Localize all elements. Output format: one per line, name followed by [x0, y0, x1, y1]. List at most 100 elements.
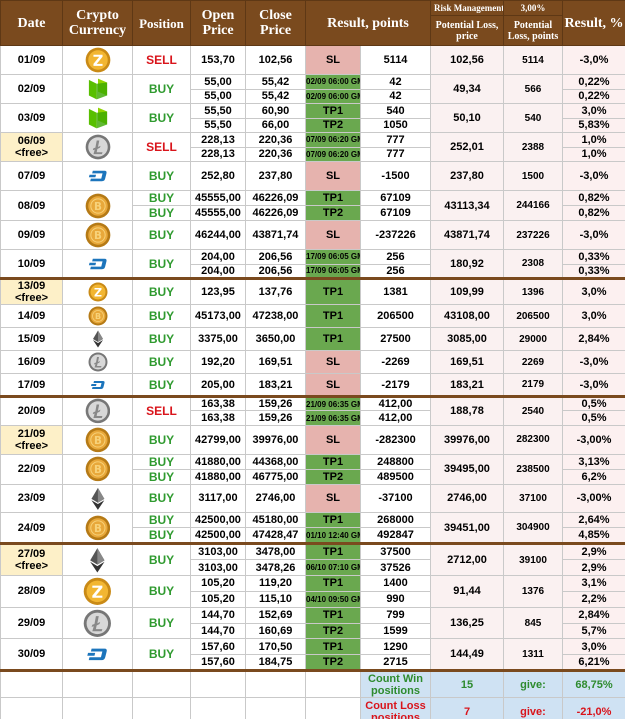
result-pct: 3,1% — [562, 575, 625, 592]
coin-icon — [90, 548, 105, 573]
result-points: 799 — [360, 606, 431, 624]
open-price: 163,38 — [190, 410, 246, 426]
result-pct: -3,0% — [562, 350, 625, 374]
result-pct: 2,64% — [562, 512, 625, 529]
loss-points: 282300 — [503, 424, 563, 455]
close-price: 159,26 — [245, 410, 306, 426]
loss-price: 144,49 — [430, 638, 504, 672]
blank-cell — [62, 669, 133, 699]
coin-cell — [62, 373, 133, 397]
loss-points: 2269 — [503, 350, 563, 374]
result-tag: TP1 — [305, 327, 361, 351]
position: SELL — [132, 132, 191, 162]
loss-price: 109,99 — [430, 277, 504, 305]
date-cell: 02/09 — [0, 74, 63, 104]
result-points: 1050 — [360, 117, 431, 133]
open-price: 144,70 — [190, 606, 246, 624]
result-tag: SL — [305, 45, 361, 75]
close-price: 152,69 — [245, 606, 306, 624]
result-tag: SL — [305, 483, 361, 514]
coin-cell — [62, 249, 133, 279]
position: BUY — [132, 220, 191, 250]
trade-row: 15/09 BUY 3375,00 3650,00 TP1 27500 3085,00 290… — [0, 327, 625, 351]
trade-row: 07/09 BUY 252,80 237,80 SL -1500 237,80 1500 -3,… — [0, 161, 625, 191]
open-price: 42500,00 — [190, 512, 246, 529]
result-pct: -3,0% — [562, 373, 625, 397]
coin-icon — [88, 282, 107, 302]
result-points: -282300 — [360, 424, 431, 455]
svg-text:B: B — [94, 230, 102, 242]
blank-cell — [0, 697, 63, 719]
close-price: 55,42 — [245, 88, 306, 104]
open-price: 55,50 — [190, 117, 246, 133]
coin-cell — [62, 161, 133, 191]
result-points: 27500 — [360, 327, 431, 351]
result-tag: TP1 — [305, 542, 361, 561]
close-price: 115,10 — [245, 590, 306, 608]
result-points: 42 — [360, 74, 431, 90]
coin-cell — [62, 542, 133, 577]
result-tag: SL — [305, 220, 361, 250]
date: 01/09 — [17, 54, 46, 66]
blank-cell — [190, 697, 246, 719]
loss-points: 1376 — [503, 575, 563, 608]
result-points: -2179 — [360, 373, 431, 397]
loss-points: 206500 — [503, 304, 563, 328]
date-cell: 28/09 — [0, 575, 63, 608]
result-points: 540 — [360, 103, 431, 119]
trade-row: 13/09 <free> BUY 123,95 137,76 TP1 1381 109,99 1… — [0, 277, 625, 305]
date: 09/09 — [17, 229, 46, 241]
header-close: Close Price — [245, 0, 306, 46]
result-tag: TP2 — [305, 117, 361, 133]
coin-cell — [62, 350, 133, 374]
blank-cell — [305, 669, 361, 699]
position: BUY — [132, 638, 191, 672]
date-cell: 30/09 — [0, 638, 63, 672]
result-points: 1400 — [360, 575, 431, 592]
loss-price: 43113,34 — [430, 190, 504, 221]
loss-points: 2540 — [503, 395, 563, 426]
header-open: Open Price — [190, 0, 246, 46]
result-tag: 21/09 06:35 GMT — [305, 394, 361, 412]
coin-cell: B — [62, 512, 133, 545]
open-price: 41880,00 — [190, 468, 246, 485]
result-pct: 0,33% — [562, 249, 625, 265]
coin-icon: B — [85, 222, 110, 248]
result-points: 990 — [360, 590, 431, 608]
result-points: 777 — [360, 132, 431, 148]
open-price: 105,20 — [190, 590, 246, 608]
close-price: 206,56 — [245, 263, 306, 279]
result-tag: TP1 — [305, 575, 361, 592]
coin-cell — [62, 395, 133, 426]
loss-points: 244166 — [503, 190, 563, 221]
open-price: 204,00 — [190, 249, 246, 265]
date-cell: 14/09 — [0, 304, 63, 328]
result-pct: 6,21% — [562, 654, 625, 672]
result-pct: -3,00% — [562, 424, 625, 455]
header-position: Position — [132, 0, 191, 46]
open-price: 41880,00 — [190, 453, 246, 470]
result-pct: 2,9% — [562, 542, 625, 561]
loss-points: 1396 — [503, 277, 563, 305]
coin-icon — [88, 258, 107, 269]
open-price: 157,60 — [190, 638, 246, 656]
header-date: Date — [0, 0, 63, 46]
result-pct: 0,5% — [562, 394, 625, 412]
position: BUY — [132, 205, 191, 221]
result-pct: 3,0% — [562, 277, 625, 305]
loss-points: 540 — [503, 103, 563, 133]
loss-points: 2388 — [503, 132, 563, 162]
result-tag: TP2 — [305, 654, 361, 672]
close-price: 159,26 — [245, 394, 306, 412]
result-pct: 6,2% — [562, 468, 625, 485]
date-cell: 22/09 — [0, 453, 63, 485]
coin-icon: B — [85, 427, 110, 452]
close-price: 119,20 — [245, 575, 306, 592]
loss-points: 5114 — [503, 45, 563, 75]
date-cell: 24/09 — [0, 512, 63, 545]
date: 14/09 — [17, 310, 46, 322]
